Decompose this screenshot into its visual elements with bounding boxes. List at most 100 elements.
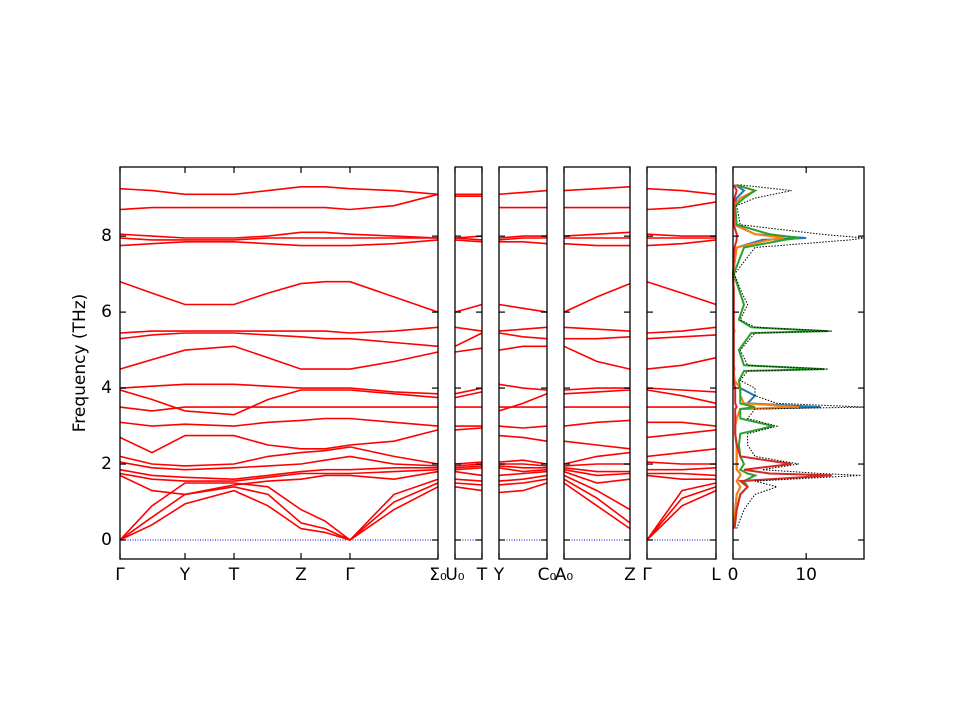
band-line xyxy=(119,468,439,482)
band-line xyxy=(646,233,716,237)
x-tick-label: Γ xyxy=(642,565,652,585)
band-line xyxy=(498,459,548,465)
band-line xyxy=(498,345,547,351)
band-line xyxy=(498,189,548,196)
band-line xyxy=(454,427,483,431)
band-line xyxy=(498,326,548,332)
band-line xyxy=(563,242,630,247)
band-line xyxy=(119,383,439,395)
band-line xyxy=(563,186,631,192)
band-line xyxy=(454,391,483,399)
band-line xyxy=(646,326,717,334)
band-line xyxy=(563,468,631,477)
band-line xyxy=(454,478,483,482)
band-line xyxy=(454,482,483,486)
band-line xyxy=(563,463,630,467)
band-line xyxy=(498,467,548,473)
dos-line xyxy=(733,184,865,529)
band-line xyxy=(119,470,439,496)
x-tick-label: Z xyxy=(295,565,307,585)
x-tick-label: A₀ xyxy=(555,565,574,585)
band-line xyxy=(119,389,439,416)
band-line xyxy=(454,467,483,471)
x-tick-label: T xyxy=(228,565,240,585)
band-line xyxy=(119,446,439,467)
panel-frame xyxy=(454,166,483,560)
panel-frame xyxy=(732,166,865,560)
band-line xyxy=(563,345,631,370)
band-line xyxy=(499,463,548,467)
band-line xyxy=(119,486,439,541)
band-line xyxy=(498,303,548,313)
band-line xyxy=(646,482,717,541)
band-line xyxy=(646,334,717,340)
band-line xyxy=(119,345,439,370)
band-line xyxy=(563,474,631,511)
y-tick-label: 2 xyxy=(101,454,112,474)
band-line xyxy=(646,489,717,541)
x-tick-label: T xyxy=(476,565,488,585)
band-line xyxy=(563,419,631,427)
band-line xyxy=(119,231,439,239)
band-line xyxy=(646,201,717,211)
band-line xyxy=(454,303,483,313)
band-line xyxy=(454,470,483,477)
band-line xyxy=(119,417,439,427)
y-tick-label: 4 xyxy=(101,378,112,398)
x-tick-label: C₀ xyxy=(538,565,557,585)
band-line xyxy=(646,387,717,393)
band-line xyxy=(119,237,438,241)
band-line xyxy=(454,332,483,348)
y-tick-label: 8 xyxy=(101,226,112,246)
band-line xyxy=(563,326,631,332)
band-line xyxy=(563,451,631,465)
band-line xyxy=(454,326,483,332)
band-line xyxy=(498,332,548,340)
panel-frame xyxy=(563,166,631,560)
y-tick-label: 6 xyxy=(101,302,112,322)
band-line xyxy=(498,235,547,239)
band-line xyxy=(119,482,439,541)
band-line xyxy=(498,434,548,442)
x-tick-label: U₀ xyxy=(445,565,464,585)
band-line xyxy=(499,241,548,245)
x-tick-label: Y xyxy=(179,565,191,585)
band-line xyxy=(564,336,631,340)
band-line xyxy=(119,326,439,334)
band-line xyxy=(119,186,439,196)
band-line xyxy=(498,237,547,241)
band-line xyxy=(119,455,439,471)
band-line xyxy=(646,389,717,405)
band-line xyxy=(119,280,439,313)
band-line xyxy=(646,448,717,458)
band-line xyxy=(119,193,439,211)
band-line xyxy=(454,239,483,243)
band-line xyxy=(647,472,717,477)
y-axis-label: Frequency (THz) xyxy=(70,294,90,433)
dos-line xyxy=(731,184,832,529)
band-line xyxy=(498,425,548,429)
band-line xyxy=(454,387,483,395)
x-tick-label: 10 xyxy=(795,565,817,585)
band-line xyxy=(646,187,717,196)
panel-frame xyxy=(498,166,548,560)
band-line xyxy=(563,282,631,313)
x-tick-label: Z xyxy=(624,565,636,585)
band-line xyxy=(119,406,438,412)
band-line xyxy=(563,440,631,450)
band-line xyxy=(647,421,717,427)
band-line xyxy=(498,482,548,494)
band-line xyxy=(563,482,631,530)
x-tick-label: L xyxy=(711,565,721,585)
band-line xyxy=(454,465,483,469)
band-line xyxy=(646,461,716,465)
panel-frame xyxy=(646,166,717,560)
band-line xyxy=(647,467,717,471)
band-line xyxy=(646,486,717,541)
band-line xyxy=(563,389,631,395)
y-tick-label: 0 xyxy=(101,530,112,550)
band-line xyxy=(119,466,438,481)
band-line xyxy=(563,470,631,484)
band-line xyxy=(646,239,717,247)
x-tick-label: Γ xyxy=(115,565,125,585)
